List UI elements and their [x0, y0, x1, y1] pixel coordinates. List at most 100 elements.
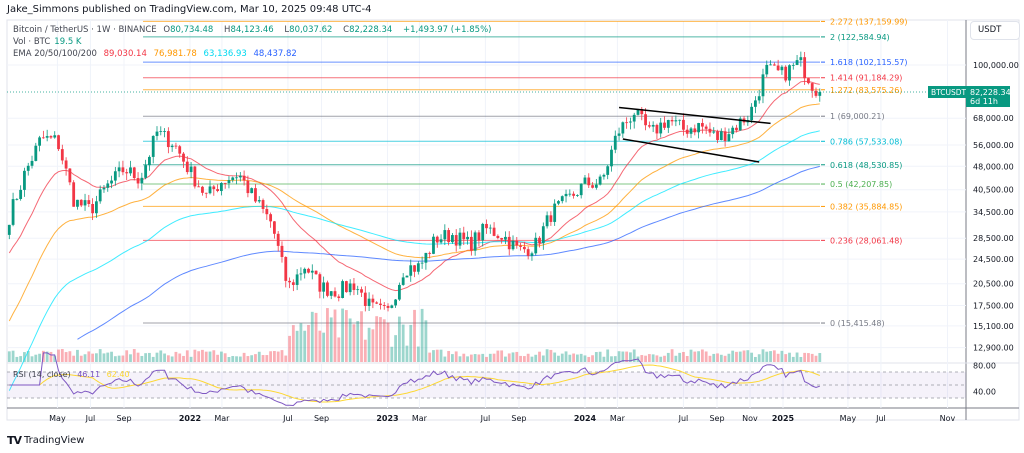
ema-legend[interactable]: EMA 20/50/100/200 89,030.14 76,981.78 63… — [13, 49, 301, 59]
candle — [352, 278, 356, 296]
volume-bar — [697, 351, 700, 362]
candle-body — [295, 274, 299, 285]
volume-bar — [254, 354, 257, 362]
candle — [326, 280, 329, 298]
candle — [568, 189, 572, 197]
volume-bar — [337, 337, 341, 362]
volume-bar — [708, 355, 712, 362]
candle — [19, 185, 23, 201]
candle-body — [201, 186, 204, 193]
time-tick-label: 2023 — [376, 414, 398, 423]
candle — [129, 160, 132, 176]
volume-legend[interactable]: Vol · BTC 19.5 K — [13, 37, 86, 47]
volume-bar — [246, 356, 250, 362]
candle — [515, 236, 519, 249]
candle — [68, 168, 72, 186]
volume-bar — [348, 318, 352, 362]
candle — [784, 65, 788, 83]
volume-bar — [712, 353, 716, 362]
candle-body — [761, 74, 765, 97]
candle-body — [291, 282, 295, 285]
volume-bar — [280, 350, 284, 362]
candle-body — [189, 166, 193, 173]
volume-bar — [716, 353, 719, 362]
volume-bar — [307, 324, 310, 362]
volume-bar — [189, 356, 193, 362]
time-tick-label: Sep — [709, 414, 724, 423]
candle-body — [485, 223, 488, 229]
volume-bar — [34, 354, 38, 362]
candle-body — [803, 57, 807, 79]
candle-body — [810, 83, 814, 91]
volume-bar — [443, 356, 447, 362]
rsi-legend[interactable]: RSI (14, close) 46.11 62.40 — [13, 370, 134, 379]
fib-level-label: 2.272 (137,159.99) — [830, 17, 908, 26]
candle-body — [68, 168, 72, 183]
candle-body — [117, 167, 121, 172]
candle-body — [799, 57, 803, 61]
volume-bar — [594, 352, 598, 362]
candle — [530, 251, 534, 261]
time-tick-label: Sep — [511, 414, 526, 423]
volume-bar — [276, 351, 280, 362]
candle — [117, 161, 121, 178]
candle — [193, 165, 197, 189]
candle-body — [11, 199, 15, 225]
volume-bar — [507, 353, 511, 362]
candle — [416, 261, 420, 275]
candle-body — [674, 120, 678, 122]
volume-value: 19.5 K — [54, 37, 82, 47]
tradingview-footer[interactable]: TV TradingView — [7, 434, 84, 447]
candle-body — [394, 299, 398, 306]
volume-bar — [140, 355, 144, 362]
candle — [110, 175, 113, 189]
candle — [814, 87, 818, 98]
volume-bar — [788, 352, 791, 362]
volume-bar — [295, 330, 299, 362]
candle — [697, 122, 700, 139]
candle — [34, 142, 38, 162]
volume-bar — [500, 350, 504, 362]
candle-body — [382, 305, 386, 306]
candle — [87, 194, 91, 208]
candle — [382, 302, 386, 310]
volume-bar — [416, 346, 420, 362]
volume-bar — [329, 317, 333, 362]
candle — [322, 276, 326, 299]
volume-bar — [602, 356, 606, 362]
volume-bar — [700, 349, 704, 362]
candle — [689, 126, 693, 139]
candle-body — [606, 166, 610, 175]
symbol-name[interactable]: Bitcoin / TetherUS · 1W · BINANCE — [13, 25, 157, 35]
volume-bar — [379, 317, 382, 362]
candle — [522, 241, 526, 253]
candle-body — [64, 160, 68, 169]
currency-button[interactable]: USDT — [970, 21, 1020, 40]
volume-bar — [113, 356, 117, 362]
candle — [564, 189, 568, 203]
candle-body — [655, 124, 659, 134]
candle-body — [148, 156, 151, 166]
volume-bar — [621, 351, 625, 362]
candle — [727, 128, 731, 142]
volume-bar — [227, 356, 231, 362]
volume-bar — [352, 324, 356, 362]
volume-bar — [269, 351, 273, 362]
candle — [447, 227, 451, 246]
candle-body — [121, 167, 125, 173]
volume-bar — [541, 355, 545, 362]
candle — [666, 119, 670, 133]
candle — [750, 103, 754, 124]
volume-bar — [30, 356, 34, 362]
candle-body — [273, 221, 276, 234]
volume-bar — [201, 349, 204, 362]
volume-bar — [803, 352, 807, 362]
volume-bar — [117, 355, 121, 362]
candle-body — [257, 200, 261, 202]
candle-body — [405, 275, 409, 278]
candle-body — [685, 129, 689, 134]
volume-bar — [538, 351, 541, 362]
volume-bar — [435, 349, 439, 362]
candle — [719, 128, 723, 141]
